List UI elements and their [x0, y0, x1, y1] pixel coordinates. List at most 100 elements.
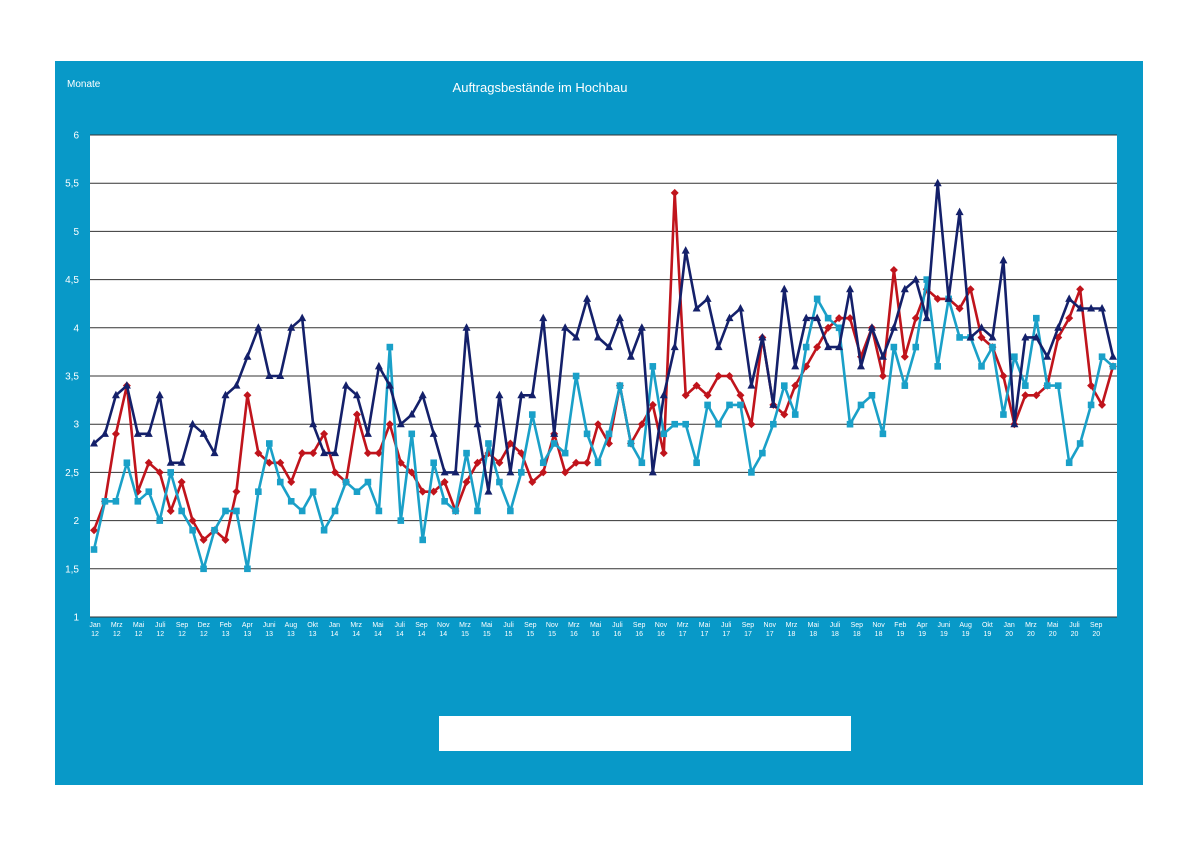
data-point [748, 469, 755, 476]
x-tick-label-month: Nov [546, 622, 559, 629]
x-tick-label-year: 18 [853, 631, 861, 638]
data-point [386, 343, 394, 351]
x-tick-label-month: Apr [242, 622, 254, 629]
data-point [407, 468, 416, 477]
data-point [780, 410, 789, 419]
data-point [440, 467, 449, 476]
x-tick-label-month: Juni [263, 622, 276, 629]
data-point [649, 363, 657, 370]
data-point [309, 419, 318, 428]
data-point [681, 391, 690, 400]
data-point [626, 352, 635, 360]
data-point [155, 390, 164, 399]
x-tick-label-year: 12 [135, 631, 143, 638]
y-tick-label: 2,5 [65, 468, 79, 479]
data-point [407, 410, 416, 418]
x-tick-label-month: Juli [394, 622, 405, 629]
data-point [693, 459, 700, 467]
data-point [309, 449, 318, 458]
data-point [385, 381, 394, 389]
data-point [144, 458, 153, 467]
x-tick-label-month: Nov [764, 622, 777, 629]
x-tick-label-month: Sep [415, 622, 428, 629]
data-point [615, 313, 624, 322]
x-tick-label-year: 20 [1092, 631, 1100, 638]
data-point [144, 429, 153, 437]
x-tick-label-month: Sep [1090, 622, 1103, 629]
data-point [878, 372, 887, 380]
data-point [791, 361, 800, 370]
y-tick-label: 3 [73, 420, 79, 431]
data-point [889, 265, 898, 274]
x-tick-label-month: Mai [699, 622, 711, 629]
data-point [1033, 314, 1040, 322]
x-tick-label-month: Okt [982, 622, 993, 629]
x-tick-label-month: Sep [524, 622, 537, 629]
data-point [189, 526, 196, 534]
data-point [507, 507, 514, 515]
legend [439, 716, 851, 751]
x-tick-label-month: Aug [959, 622, 972, 629]
x-tick-label-year: 13 [243, 631, 251, 638]
data-point [780, 284, 789, 293]
data-point [736, 391, 745, 400]
x-tick-label-month: Okt [307, 622, 318, 629]
data-point [90, 546, 98, 553]
data-point [517, 390, 526, 399]
data-point [539, 313, 548, 322]
data-point [1087, 401, 1095, 409]
data-point [659, 390, 668, 399]
data-point [933, 178, 942, 187]
x-tick-label-month: Feb [894, 622, 906, 629]
data-point [178, 507, 185, 515]
data-point [1022, 382, 1029, 389]
data-point [933, 294, 942, 303]
data-point [912, 343, 920, 351]
series-nord [90, 178, 1117, 495]
x-tick-label-month: Juli [503, 622, 514, 629]
data-point [594, 332, 603, 341]
data-point [134, 498, 142, 505]
x-tick-label-month: Mai [808, 622, 820, 629]
data-point [1032, 391, 1041, 400]
data-point [692, 304, 701, 312]
x-tick-label-year: 14 [374, 631, 382, 638]
data-point [911, 314, 920, 323]
x-tick-label-year: 17 [701, 631, 709, 638]
series-line [92, 278, 1114, 571]
data-point [430, 459, 437, 467]
data-point [1098, 304, 1107, 312]
data-point [265, 458, 274, 467]
data-point [1109, 352, 1117, 360]
data-point [878, 352, 887, 360]
data-point [583, 294, 592, 302]
data-point [901, 382, 909, 389]
data-point [276, 371, 285, 379]
x-tick-label-year: 15 [505, 631, 513, 638]
data-point [210, 448, 219, 457]
data-point [254, 323, 263, 331]
x-tick-label-year: 13 [309, 631, 317, 638]
data-point [100, 429, 109, 437]
data-point [1043, 382, 1051, 389]
x-tick-label-month: Jan [89, 622, 100, 629]
data-point [133, 429, 142, 437]
data-point [418, 487, 427, 496]
data-point [167, 469, 174, 476]
data-point [770, 420, 777, 428]
data-point [254, 449, 263, 458]
data-point [452, 507, 459, 515]
data-point [429, 487, 438, 496]
x-tick-label-month: Sep [851, 622, 864, 629]
data-point [375, 507, 383, 515]
data-point [364, 478, 372, 486]
x-tick-label-month: Sep [176, 622, 189, 629]
data-point [276, 478, 284, 486]
data-point [715, 420, 722, 428]
data-point [331, 507, 339, 515]
data-point [462, 478, 471, 487]
data-point [463, 449, 470, 457]
x-tick-label-month: Mai [133, 622, 145, 629]
data-point [758, 332, 767, 341]
x-tick-label-year: 17 [744, 631, 752, 638]
